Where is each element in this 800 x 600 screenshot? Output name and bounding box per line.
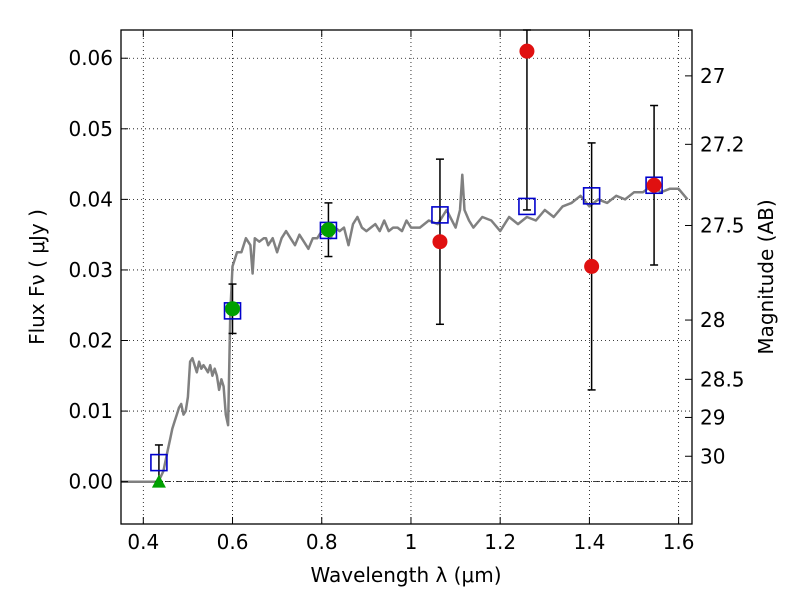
y-tick-label-right: 30 <box>700 444 725 468</box>
y-tick-label: 0.02 <box>68 329 113 353</box>
y-tick-label: 0.00 <box>68 470 113 494</box>
y-tick-label-right: 28 <box>700 308 725 332</box>
y-tick-label-right: 29 <box>700 405 725 429</box>
observed-nir-point <box>646 177 662 193</box>
y-tick-label: 0.04 <box>68 187 113 211</box>
model-point-square <box>582 187 601 205</box>
x-tick-label: 1.6 <box>663 530 695 554</box>
observed-nir-point <box>432 234 448 250</box>
x-tick-label: 1.2 <box>484 530 516 554</box>
x-tick-label: 1 <box>405 530 418 554</box>
y-tick-label: 0.03 <box>68 258 113 282</box>
model-point-square <box>518 197 536 216</box>
y-tick-label: 0.05 <box>68 117 113 141</box>
y-tick-label-right: 27.2 <box>700 132 745 156</box>
y-axis-label-right: Magnitude (AB) <box>754 199 778 354</box>
upper-limit-triangle <box>151 474 166 488</box>
x-tick-label: 1.4 <box>573 530 605 554</box>
tick-label-layer: 0.4 0.6 0.8 1 1.2 1.4 1.6 0.00 0.01 0.02 0.03 0.04 0… <box>68 46 744 554</box>
observed-points-layer <box>151 43 662 488</box>
model-spectrum-layer <box>121 173 689 483</box>
y-tick-label: 0.06 <box>68 46 113 70</box>
y-tick-label: 0.01 <box>68 399 113 423</box>
observed-nir-point <box>519 43 535 59</box>
observed-optical-point <box>225 301 241 317</box>
model-point-square <box>150 453 168 472</box>
tick-layer <box>121 30 692 524</box>
model-spectrum-line <box>121 173 689 483</box>
model-point-square <box>645 176 663 195</box>
plot-frame <box>120 29 693 525</box>
y-tick-label-right: 28.5 <box>700 367 745 391</box>
x-tick-label: 0.6 <box>217 530 249 554</box>
x-axis-label: Wavelength λ (μm) <box>310 563 501 587</box>
x-tick-label: 0.4 <box>127 530 159 554</box>
y-axis-label: Flux Fν ( μJy ) <box>25 209 49 345</box>
y-tick-label-right: 27 <box>700 64 725 88</box>
y-tick-label-right: 27.5 <box>700 213 745 237</box>
observed-nir-point <box>584 258 600 274</box>
x-tick-label: 0.8 <box>306 530 338 554</box>
model-point-square <box>431 206 449 224</box>
observed-optical-point <box>320 222 336 238</box>
